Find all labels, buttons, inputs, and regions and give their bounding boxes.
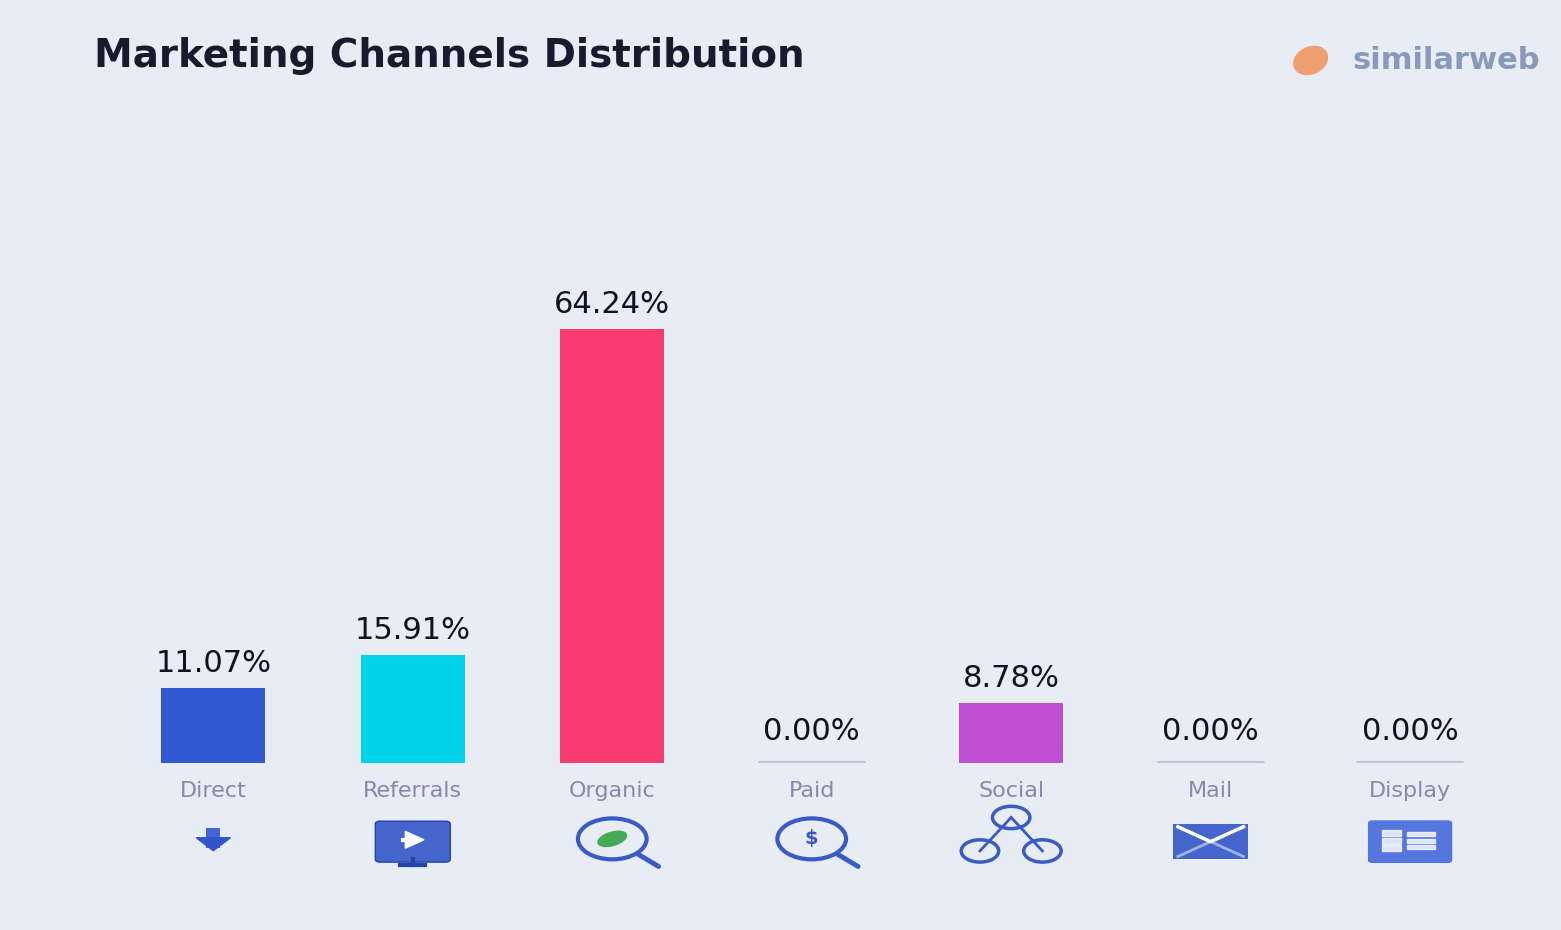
Bar	[560, 329, 663, 763]
Ellipse shape	[598, 830, 628, 847]
FancyBboxPatch shape	[375, 821, 450, 862]
Polygon shape	[197, 838, 231, 851]
Bar	[960, 703, 1063, 763]
Text: 64.24%: 64.24%	[554, 290, 670, 319]
Polygon shape	[1406, 832, 1435, 836]
Text: 8.78%: 8.78%	[963, 664, 1060, 693]
Text: similarweb: similarweb	[1353, 46, 1541, 75]
Ellipse shape	[1293, 46, 1328, 75]
Text: Marketing Channels Distribution: Marketing Channels Distribution	[94, 37, 804, 75]
Text: 11.07%: 11.07%	[156, 649, 272, 678]
Bar	[361, 656, 465, 763]
Polygon shape	[406, 831, 425, 848]
Text: 0.00%: 0.00%	[1163, 717, 1260, 746]
Text: 15.91%: 15.91%	[354, 617, 471, 645]
Text: 0.00%: 0.00%	[1361, 717, 1458, 746]
Polygon shape	[1381, 838, 1400, 844]
Polygon shape	[1406, 839, 1435, 843]
Polygon shape	[1381, 845, 1400, 851]
Text: $: $	[805, 830, 818, 848]
Polygon shape	[1381, 830, 1400, 836]
Polygon shape	[1406, 845, 1435, 849]
Text: 0.00%: 0.00%	[763, 717, 860, 746]
Bar	[161, 688, 265, 763]
FancyBboxPatch shape	[1367, 820, 1452, 863]
FancyBboxPatch shape	[206, 828, 220, 848]
FancyBboxPatch shape	[1174, 824, 1249, 859]
